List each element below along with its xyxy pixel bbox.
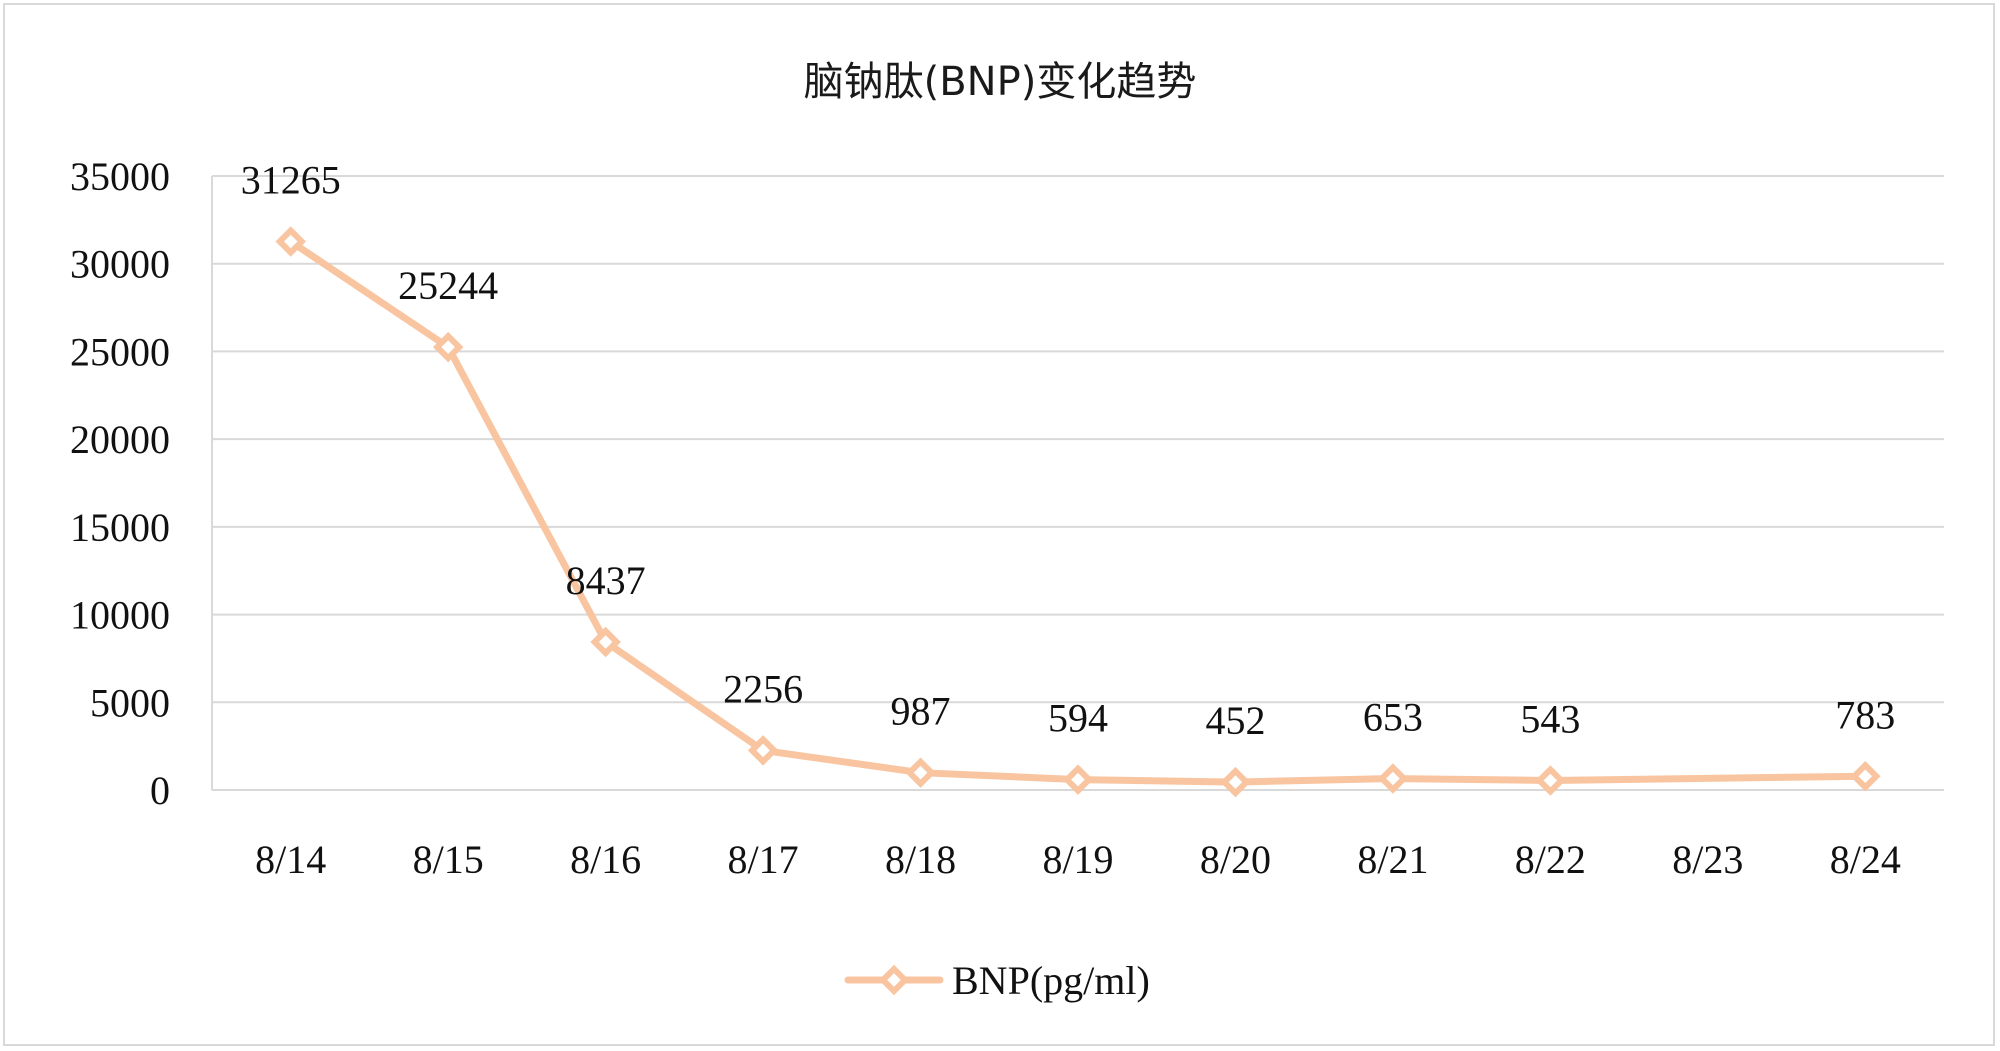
data-label-8-14: 31265 [241,158,341,203]
data-point-8-21[interactable] [1377,763,1409,794]
y-tick-label: 35000 [70,154,170,199]
y-tick-label: 30000 [70,242,170,287]
legend-marker-diamond [878,964,910,996]
x-axis-tick-labels: 8/14 8/15 8/16 8/17 8/18 8/19 8/20 8/21 8/22 8/23… [255,837,1901,882]
y-axis-tick-labels: 0 5000 10000 15000 20000 25000 30000 35000 [70,154,170,813]
data-point-8-16[interactable] [590,626,621,658]
chart-title: 脑钠肽(BNP)变化趋势 [804,59,1197,105]
data-point-8-14[interactable] [275,226,306,257]
y-tick-label: 20000 [70,417,170,462]
x-tick-label: 8/24 [1830,837,1901,882]
data-label-8-22: 543 [1520,696,1580,741]
legend[interactable]: BNP(pg/ml) [844,958,1150,1003]
x-tick-label: 8/21 [1357,837,1428,882]
data-label-8-17: 2256 [723,666,803,711]
data-point-8-18[interactable] [905,757,936,788]
data-label-8-20: 452 [1205,698,1265,743]
data-label-8-24: 783 [1835,692,1895,737]
y-tick-label: 0 [150,768,170,813]
data-label-8-19: 594 [1048,696,1108,741]
data-labels: 31265 25244 8437 2256 987 594 452 653 543 783 [241,158,1896,744]
x-tick-label: 8/23 [1672,837,1743,882]
y-tick-label: 10000 [70,593,170,638]
series-line [287,238,1869,786]
y-tick-label: 5000 [90,680,170,725]
data-point-8-17[interactable] [747,735,779,766]
data-point-8-19[interactable] [1062,764,1094,795]
x-tick-label: 8/22 [1515,837,1586,882]
data-label-8-16: 8437 [566,558,646,603]
data-label-8-15: 25244 [398,263,498,308]
x-tick-label: 8/20 [1200,837,1271,882]
x-tick-label: 8/17 [728,837,799,882]
legend-label[interactable]: BNP(pg/ml) [952,958,1150,1003]
y-tick-label: 15000 [70,505,170,550]
y-tick-label: 25000 [70,329,170,374]
data-label-8-18: 987 [891,689,951,734]
x-tick-label: 8/15 [413,837,484,882]
x-tick-label: 8/18 [885,837,956,882]
data-point-8-20[interactable] [1220,766,1251,798]
x-tick-label: 8/14 [255,837,326,882]
data-label-8-21: 653 [1363,695,1423,740]
series-bnp [275,226,1881,798]
x-tick-label: 8/19 [1042,837,1113,882]
data-point-8-15[interactable] [432,331,464,363]
data-point-8-24[interactable] [1850,761,1881,792]
x-tick-label: 8/16 [570,837,641,882]
data-point-8-22[interactable] [1535,765,1566,796]
